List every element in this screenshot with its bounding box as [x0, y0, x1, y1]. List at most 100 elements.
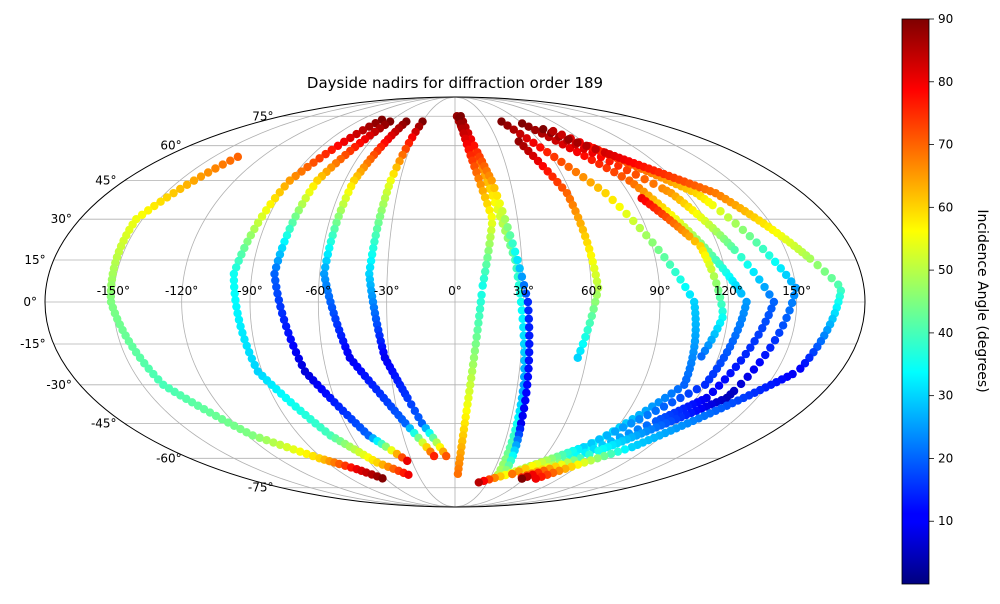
- nadir-point: [760, 282, 769, 292]
- colorbar-gradient: [901, 18, 930, 585]
- nadir-point: [524, 306, 533, 315]
- nadir-point: [482, 260, 491, 269]
- nadir-point: [253, 218, 263, 227]
- nadir-point: [790, 291, 799, 300]
- nadir-point: [302, 449, 311, 459]
- lat-tick-label: -75°: [248, 481, 274, 495]
- nadir-point: [480, 193, 490, 202]
- nadir-point: [523, 372, 533, 381]
- nadir-point: [371, 231, 380, 240]
- nadir-point: [229, 276, 239, 285]
- nadir-point: [785, 306, 794, 315]
- nadir-point: [487, 212, 496, 222]
- nadir-point: [467, 373, 476, 383]
- nadir-point: [643, 410, 652, 420]
- nadir-point: [610, 167, 619, 177]
- nadir-point: [573, 138, 582, 147]
- nadir-point: [244, 348, 254, 357]
- nadir-point: [522, 388, 531, 397]
- nadir-point: [503, 223, 512, 232]
- nadir-point: [602, 431, 612, 440]
- nadir-point: [524, 356, 534, 365]
- colorbar-ticks: 10 20 30 40 50 60 70 80 90: [929, 12, 953, 528]
- nadir-point: [715, 293, 725, 302]
- nadir-point: [517, 306, 527, 315]
- colorbar-tick-label: 10: [938, 514, 953, 528]
- nadir-point: [407, 400, 416, 409]
- nadir-point: [573, 460, 583, 469]
- nadir-point: [673, 385, 683, 394]
- nadir-point: [525, 339, 534, 349]
- nadir-point: [712, 279, 721, 288]
- nadir-point: [538, 124, 548, 134]
- nadir-point: [367, 250, 377, 259]
- nadir-point: [484, 246, 493, 256]
- nadir-point: [243, 237, 252, 246]
- colorbar-tick-label: 50: [938, 263, 953, 277]
- nadir-point: [521, 289, 531, 298]
- nadir-point: [515, 264, 524, 273]
- nadir-point: [473, 325, 482, 335]
- nadir-point: [524, 122, 533, 131]
- nadir-point: [708, 387, 718, 397]
- nadir-point: [284, 328, 293, 338]
- nadir-point: [242, 341, 251, 351]
- nadir-point: [796, 364, 805, 373]
- nadir-point: [749, 267, 758, 277]
- nadir-point: [478, 281, 487, 290]
- nadir-point: [758, 323, 767, 333]
- nadir-point: [622, 165, 632, 175]
- nadir-point: [531, 125, 540, 135]
- nadir-point: [585, 244, 594, 254]
- nadir-point: [602, 163, 611, 173]
- nadir-point: [282, 231, 292, 240]
- colorbar-label: Incidence Angle (degrees): [974, 209, 990, 392]
- nadir-point: [515, 289, 525, 298]
- nadir-point: [813, 260, 822, 270]
- nadir-point: [466, 380, 475, 390]
- nadir-point: [550, 152, 559, 162]
- nadir-point: [659, 402, 669, 411]
- nadir-point: [587, 311, 596, 321]
- nadir-point: [746, 343, 755, 352]
- nadir-point: [580, 458, 589, 467]
- nadir-point: [591, 270, 600, 280]
- nadir-point: [548, 126, 558, 136]
- nadir-point: [231, 295, 240, 305]
- nadir-point: [517, 474, 527, 483]
- nadir-point: [516, 129, 525, 139]
- nadir-point: [509, 125, 519, 134]
- colorbar-tick-label: 30: [938, 389, 953, 403]
- nadir-point: [233, 309, 242, 318]
- nadir-point: [590, 264, 599, 273]
- lat-tick-label: 30°: [51, 212, 72, 226]
- nadir-point: [589, 304, 598, 314]
- nadir-point: [289, 445, 298, 454]
- nadir-point: [736, 379, 746, 389]
- nadir-point: [782, 313, 791, 323]
- nadir-point: [764, 310, 773, 320]
- nadir-point: [414, 412, 423, 422]
- nadir-point: [714, 286, 723, 295]
- nadir-point: [557, 183, 567, 192]
- nadir-point: [518, 411, 527, 421]
- nadir-point: [579, 173, 588, 182]
- nadir-point: [594, 446, 603, 456]
- nadir-point: [700, 380, 710, 390]
- nadir-point: [154, 375, 163, 384]
- nadir-point: [731, 219, 740, 228]
- nadir-point: [464, 393, 473, 403]
- nadir-point: [270, 269, 279, 279]
- lat-tick-label: 0°: [23, 295, 37, 309]
- nadir-point: [770, 257, 780, 267]
- nadir-point: [680, 380, 689, 390]
- nadir-point: [778, 321, 788, 330]
- nadir-point: [593, 183, 603, 192]
- nadir-point: [524, 314, 534, 324]
- nadir-point: [282, 442, 292, 452]
- nadir-point: [731, 362, 741, 372]
- lat-tick-label: 60°: [160, 139, 181, 153]
- lon-tick-label: -150°: [97, 284, 130, 298]
- colorbar-tick-label: 70: [938, 138, 953, 152]
- nadir-point: [517, 119, 527, 128]
